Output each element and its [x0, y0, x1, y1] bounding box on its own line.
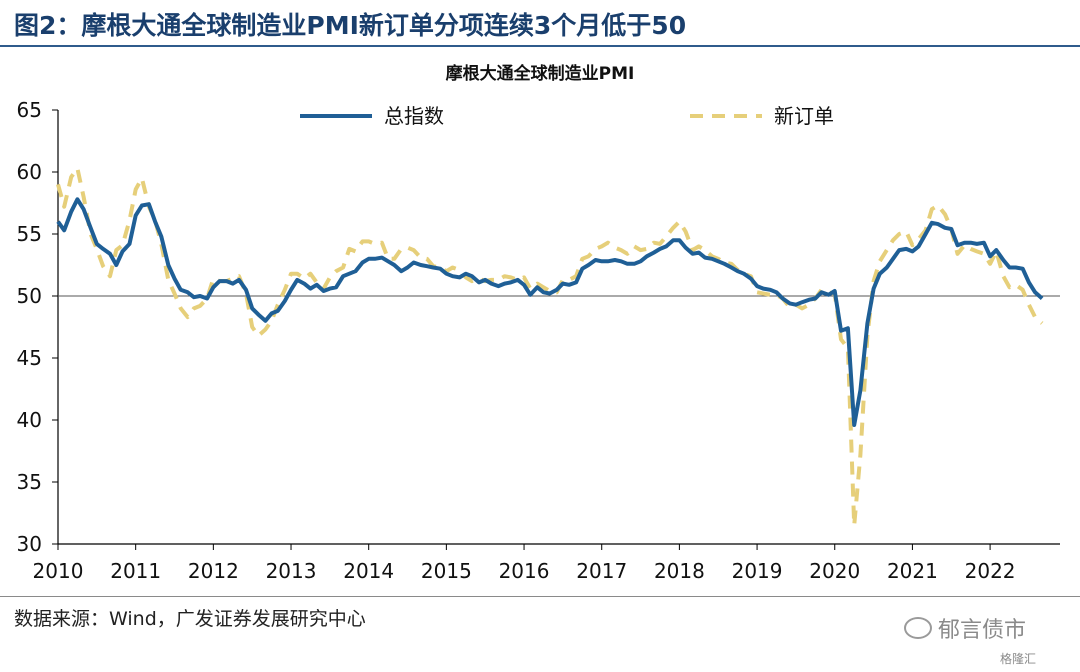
- x-tick-label: 2012: [188, 559, 239, 583]
- y-tick-label: 35: [17, 470, 42, 494]
- x-tick-label: 2014: [343, 559, 394, 583]
- y-tick-label: 40: [17, 408, 42, 432]
- series-line-2: [58, 168, 1042, 525]
- x-tick-label: 2010: [33, 559, 84, 583]
- x-tick-label: 2011: [110, 559, 161, 583]
- legend-label-1: 总指数: [384, 104, 444, 128]
- x-tick-label: 2020: [809, 559, 860, 583]
- x-tick-label: 2022: [965, 559, 1016, 583]
- x-tick-label: 2017: [576, 559, 627, 583]
- x-tick-label: 2013: [266, 559, 317, 583]
- source-divider: [0, 596, 1080, 597]
- chart-legend: 总指数 新订单: [300, 104, 834, 128]
- wechat-logo-icon: [904, 617, 932, 639]
- x-tick-label: 2016: [499, 559, 550, 583]
- y-tick-label: 60: [17, 160, 42, 184]
- x-tick-label: 2015: [421, 559, 472, 583]
- watermark-text: 郁言债市: [938, 618, 1026, 643]
- x-tick-label: 2021: [887, 559, 938, 583]
- watermark: 郁言债市: [904, 612, 1026, 644]
- pmi-line-chart: 摩根大通全球制造业PMI 总指数 新订单 30 35 40 45 50 55 60 65 2010…: [0, 0, 1080, 600]
- legend-label-2: 新订单: [774, 104, 834, 128]
- x-tick-label: 2018: [654, 559, 705, 583]
- y-tick-label: 65: [17, 98, 42, 122]
- watermark-small: 格隆汇: [1000, 650, 1036, 667]
- chart-title: 摩根大通全球制造业PMI: [446, 63, 635, 84]
- x-tick-label: 2019: [732, 559, 783, 583]
- source-note: 数据来源：Wind，广发证券发展研究中心: [14, 604, 366, 631]
- chart-lines: [58, 168, 1042, 525]
- y-tick-label: 30: [17, 532, 42, 556]
- y-tick-label: 55: [17, 222, 42, 246]
- series-line-1: [58, 199, 1042, 425]
- chart-axes: 30 35 40 45 50 55 60 65 2010 2011 2012 2013 2014 2015…: [17, 98, 1060, 583]
- y-tick-label: 50: [17, 284, 42, 308]
- y-tick-label: 45: [17, 346, 42, 370]
